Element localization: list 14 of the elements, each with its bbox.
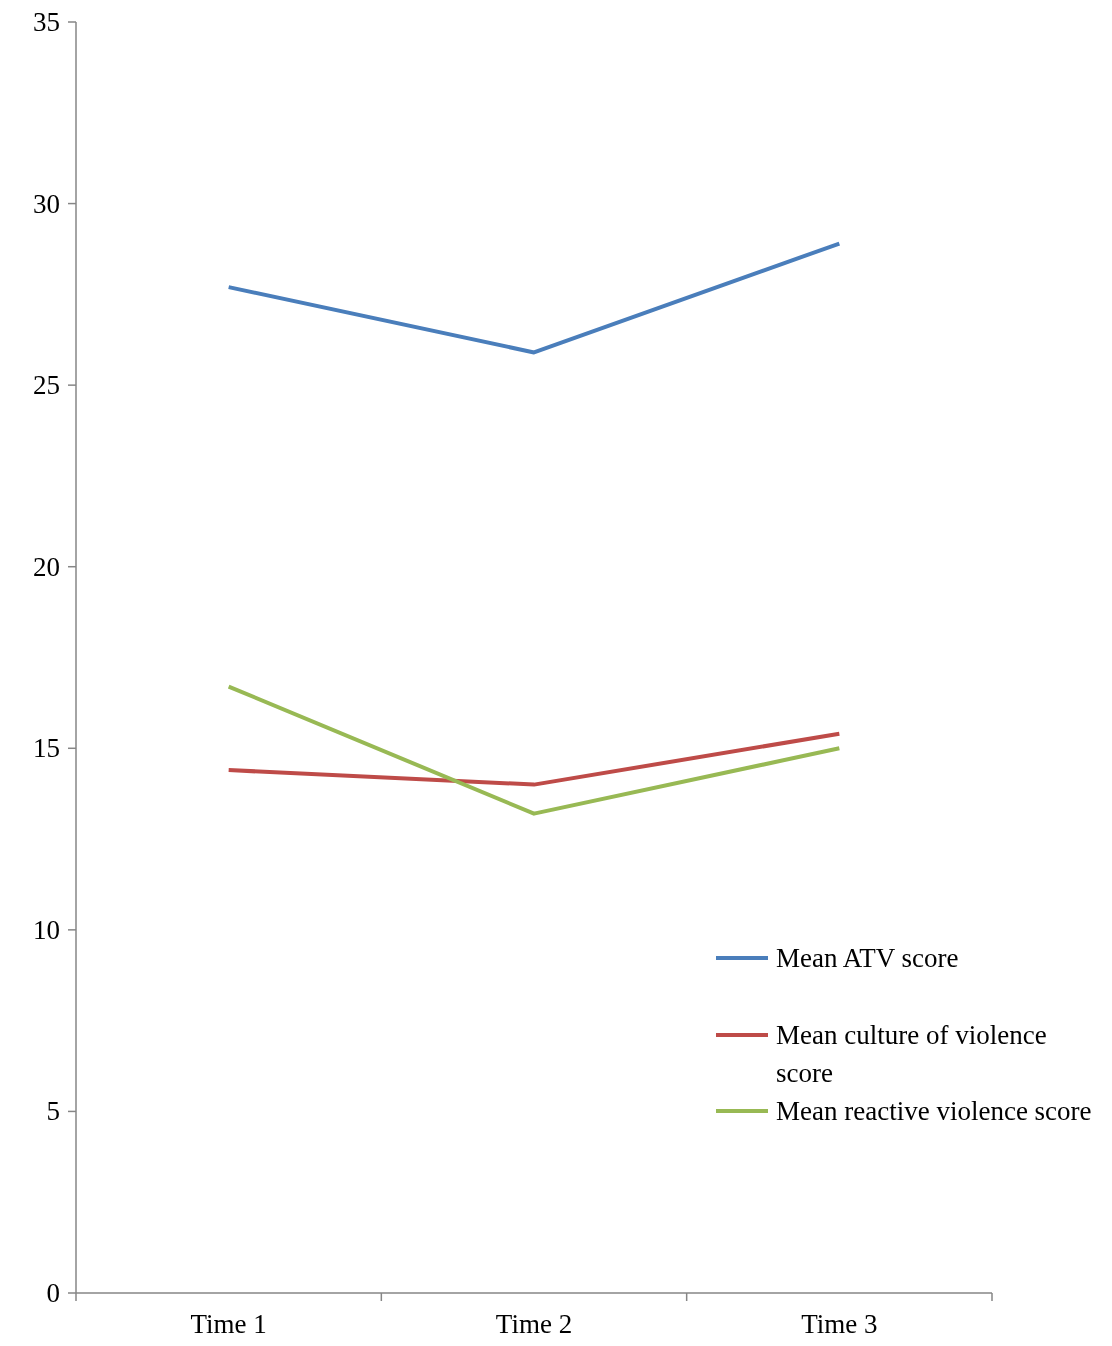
legend-label: Mean culture of violence score xyxy=(776,1020,1047,1088)
x-tick-label: Time 2 xyxy=(495,1309,573,1339)
y-tick-label: 10 xyxy=(33,914,60,945)
y-tick-label: 15 xyxy=(33,733,60,764)
x-tick-label: Time 3 xyxy=(801,1309,878,1339)
y-tick-label: 20 xyxy=(33,551,60,582)
y-tick-label: 25 xyxy=(33,370,60,401)
x-tick-label: Time 1 xyxy=(190,1309,267,1339)
legend-label: Mean reactive violence score xyxy=(776,1096,1092,1126)
y-tick-label: 30 xyxy=(33,188,60,219)
y-tick-label: 0 xyxy=(46,1278,60,1308)
y-tick-label: 35 xyxy=(33,7,60,37)
legend-label: Mean ATV score xyxy=(776,943,959,973)
y-tick-label: 5 xyxy=(46,1096,60,1127)
